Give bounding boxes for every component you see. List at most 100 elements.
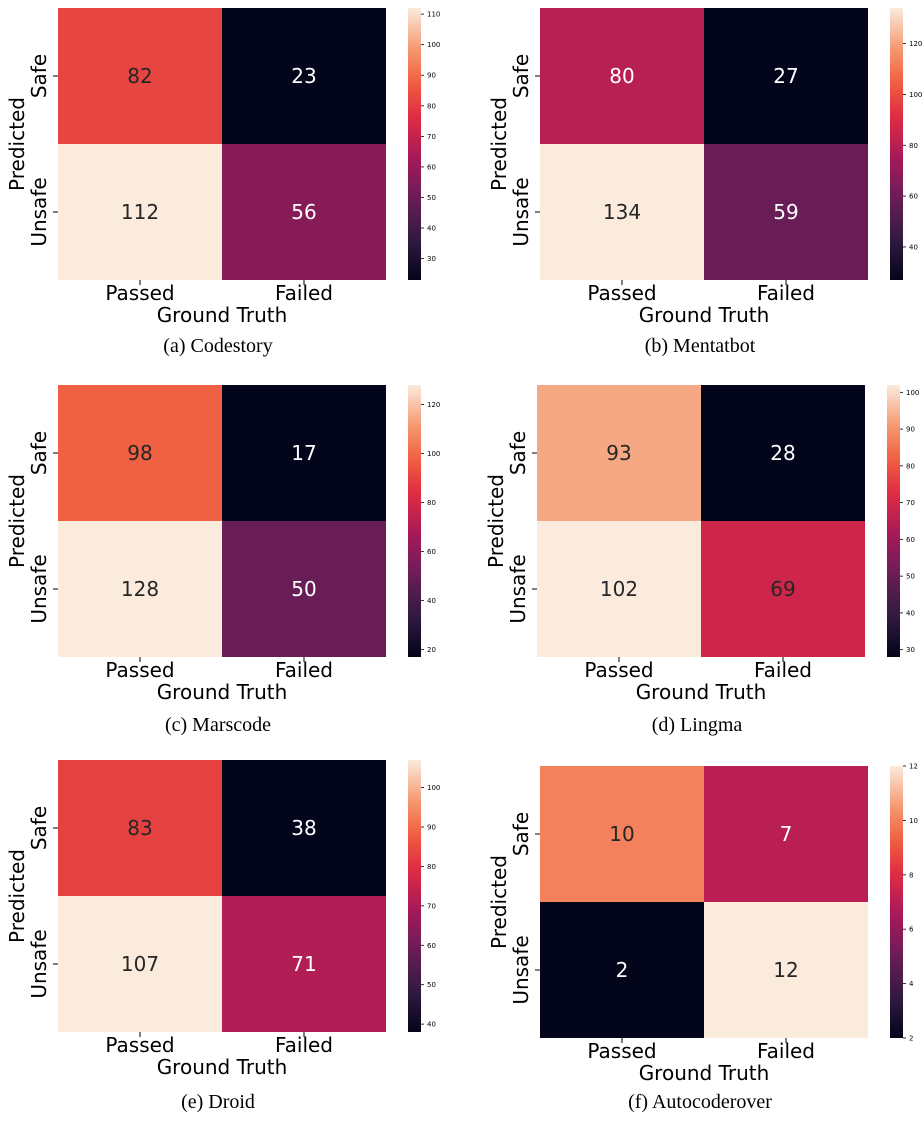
y-axis-label: Predicted [487,855,511,949]
x-tick-label: Passed [105,658,174,682]
y-tick-label: Safe [509,812,533,856]
y-tick-label: Unsafe [27,554,51,623]
colorbar [890,766,903,1038]
colorbar-tick-label: 40 [906,609,915,617]
cell-value-label: 102 [600,577,638,601]
cell-value-label: 27 [773,64,798,88]
colorbar-tick-label: 100 [906,389,919,397]
y-tick-label: Safe [27,54,51,98]
colorbar [408,760,421,1032]
colorbar-tick-label: 60 [427,942,436,950]
x-axis-label: Ground Truth [639,1061,770,1085]
x-tick-label: Passed [105,1033,174,1057]
cell-value-label: 2 [616,958,629,982]
x-tick-label: Passed [587,1039,656,1063]
panel-caption: (d) Lingma [652,714,743,736]
heatmap-cell [540,8,704,144]
x-axis-label: Ground Truth [157,680,288,704]
heatmap-cell [58,144,222,280]
colorbar-tick-label: 2 [909,1035,913,1043]
heatmap-cell [222,385,386,521]
y-tick-label: Safe [509,54,533,98]
colorbar-tick-label: 80 [427,499,436,507]
heatmap-cell [704,8,868,144]
x-tick-label: Passed [587,281,656,305]
cell-value-label: 38 [291,816,316,840]
colorbar-tick-label: 110 [427,11,440,19]
cell-value-label: 59 [773,200,798,224]
y-tick-label: Unsafe [27,177,51,246]
colorbar-tick-label: 30 [906,646,915,654]
colorbar-tick-label: 20 [427,646,436,654]
cell-value-label: 83 [127,816,152,840]
heatmap-cell [58,8,222,144]
cell-value-label: 134 [603,200,641,224]
cell-value-label: 112 [121,200,159,224]
colorbar-tick-label: 60 [427,548,436,556]
y-tick-label: Safe [27,431,51,475]
colorbar-tick-label: 50 [427,194,436,202]
heatmap-cell [704,766,868,902]
y-tick-label: Safe [27,806,51,850]
cell-value-label: 23 [291,64,316,88]
x-axis-label: Ground Truth [157,303,288,327]
colorbar-tick-label: 90 [427,824,436,832]
colorbar-tick-label: 90 [427,72,436,80]
y-axis-label: Predicted [487,97,511,191]
heatmap-cell [222,521,386,657]
colorbar-tick-label: 70 [427,133,436,141]
cell-value-label: 69 [770,577,795,601]
panel-caption: (a) Codestory [163,335,272,357]
heatmap-cell [537,385,701,521]
y-tick-label: Unsafe [509,177,533,246]
heatmap-cell [704,902,868,1038]
x-tick-label: Passed [584,658,653,682]
colorbar-tick-label: 80 [909,142,918,150]
cell-value-label: 17 [291,441,316,465]
colorbar-tick-label: 80 [906,462,915,470]
panel-caption: (b) Mentatbot [645,335,756,357]
colorbar [408,385,421,657]
y-axis-label: Predicted [484,474,508,568]
colorbar-tick-label: 100 [909,91,922,99]
heatmap-cell [58,760,222,896]
colorbar [408,8,421,280]
heatmap-cell [222,8,386,144]
x-tick-label: Failed [754,658,812,682]
x-axis-label: Ground Truth [639,303,770,327]
colorbar-tick-label: 40 [427,597,436,605]
heatmap-cell [58,385,222,521]
x-tick-label: Passed [105,281,174,305]
cell-value-label: 82 [127,64,152,88]
colorbar [887,385,900,657]
colorbar-tick-label: 100 [427,784,440,792]
colorbar-tick-label: 8 [909,871,913,879]
y-axis-label: Predicted [5,97,29,191]
x-tick-label: Failed [275,1033,333,1057]
x-tick-label: Failed [275,281,333,305]
heatmap-cell [58,896,222,1032]
heatmap-cell [58,521,222,657]
y-tick-label: Safe [506,431,530,475]
colorbar-tick-label: 6 [909,926,914,934]
heatmap-cell [222,896,386,1032]
cell-value-label: 80 [609,64,634,88]
colorbar-tick-label: 40 [909,243,918,251]
heatmap-cell [540,902,704,1038]
colorbar-tick-label: 120 [427,401,440,409]
heatmap-cell [540,144,704,280]
heatmap-cell [704,144,868,280]
cell-value-label: 56 [291,200,316,224]
colorbar-tick-label: 60 [909,193,918,201]
y-tick-label: Unsafe [506,554,530,623]
x-axis-label: Ground Truth [157,1055,288,1079]
cell-value-label: 7 [780,822,793,846]
colorbar-tick-label: 40 [427,225,436,233]
